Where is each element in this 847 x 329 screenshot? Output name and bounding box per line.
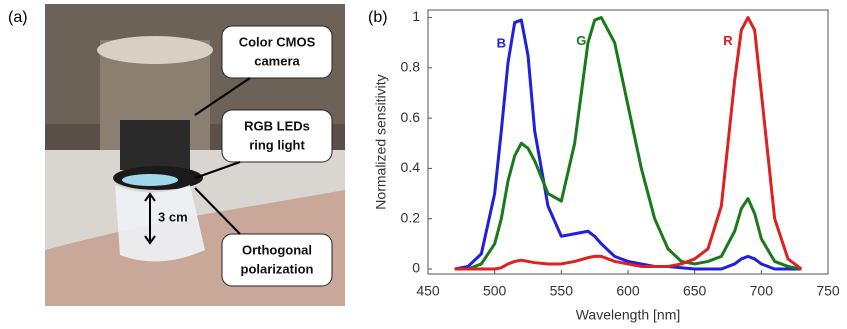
series-label: B xyxy=(497,35,506,50)
callout-text: camera xyxy=(254,53,300,68)
y-tick-label: 0 xyxy=(412,260,420,276)
callout-text: Orthogonal xyxy=(242,242,312,257)
x-tick-label: 450 xyxy=(416,283,440,299)
x-tick-label: 600 xyxy=(616,283,640,299)
x-axis-label: Wavelength [nm] xyxy=(576,307,681,323)
callout-text: Color CMOS xyxy=(239,34,316,49)
callout-text: polarization xyxy=(241,261,314,276)
y-tick-label: 0.8 xyxy=(401,59,421,75)
series-line xyxy=(455,20,802,269)
y-tick-label: 0.4 xyxy=(401,159,421,175)
x-tick-label: 700 xyxy=(750,283,774,299)
x-tick-label: 650 xyxy=(683,283,707,299)
panel-label: (b) xyxy=(368,9,388,26)
series-label: R xyxy=(723,33,733,48)
x-tick-label: 500 xyxy=(483,283,507,299)
y-tick-label: 0.6 xyxy=(401,109,421,125)
y-tick-label: 1 xyxy=(412,8,420,24)
series-label: G xyxy=(576,33,586,48)
panel-label: (a) xyxy=(8,9,28,26)
series-line xyxy=(455,18,802,269)
x-tick-label: 750 xyxy=(816,283,840,299)
x-tick-label: 550 xyxy=(550,283,574,299)
series-line xyxy=(455,18,802,269)
y-tick-label: 0.2 xyxy=(401,209,421,225)
callout-text: ring light xyxy=(249,137,305,152)
figure: (a) Color CMOS camera RGB LEDs ring ligh… xyxy=(0,0,847,324)
y-axis-label: Normalized sensitivity xyxy=(373,74,389,209)
distance-label: 3 cm xyxy=(158,209,188,224)
callout-text: RGB LEDs xyxy=(244,118,310,133)
